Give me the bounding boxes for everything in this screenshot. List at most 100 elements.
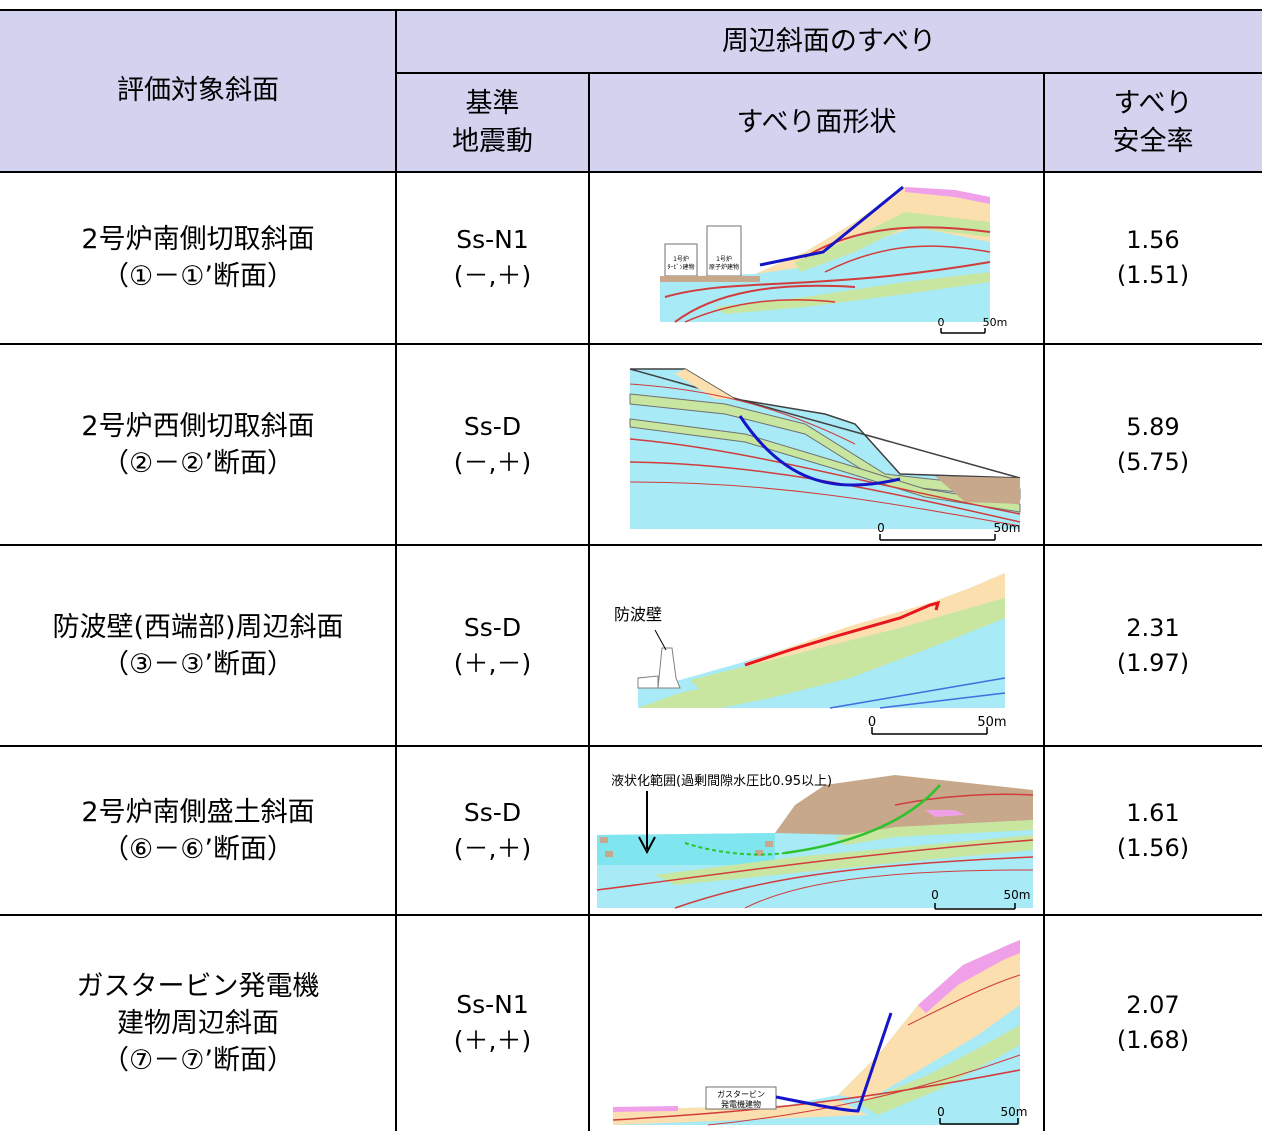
row-3-name-line1: 防波壁(西端部)周辺斜面 [52,611,344,643]
row-5-upper-soil [838,940,1020,1100]
row-5-name: ガスタービン発電機 建物周辺斜面 （⑦－⑦’断面） [0,915,396,1131]
header-group-title-label: 周辺斜面のすべり [721,25,937,57]
row-4-name: 2号炉南側盛土斜面 （⑥－⑥’断面） [0,746,396,915]
row-5-bedrock [613,940,1020,1125]
row-1-slip-surface [759,185,904,267]
row-5-slip-diagram: ガスタービン 発電機建物 0 50m [612,940,1027,1126]
row-4-motion-sign: (－,＋) [453,833,532,863]
row-2-green-layer-2 [629,418,1021,513]
row-4-fill [775,775,1033,835]
header-motion: 基準 地震動 [396,73,589,172]
row-1-motion-sign: (－,＋) [453,261,532,290]
row-1-fault-line-5 [684,299,836,323]
row-4-scale-end: 50m [1004,888,1031,902]
row-5-name-line2: 建物周辺斜面 [117,1007,279,1039]
row-5-green-layer [858,1025,1020,1115]
row-5-name-line3: （⑦－⑦’断面） [102,1044,294,1076]
row-2-factor: 5.89 (5.75) [1044,344,1262,545]
row-3-slip-diagram: 防波壁 0 50m [614,573,1007,735]
row-1-scale-end: 50m [983,316,1008,329]
row-2-fault-line-4 [629,481,1021,527]
row-1-pink-cap [905,187,990,204]
row-3-wall-leader [654,629,667,651]
row-4-fault-line-1 [596,839,1034,891]
row-3-name: 防波壁(西端部)周辺斜面 （③－③’断面） [0,545,396,746]
row-5-name-line1: ガスタービン発電機 [76,970,320,1002]
row-3-blue-line-1 [829,677,1006,709]
row-1-factor-sub: (1.51) [1116,261,1190,289]
header-target-slope-label: 評価対象斜面 [117,75,279,106]
row-4-arrow-head [638,836,656,855]
header-shape: すべり面形状 [589,73,1044,172]
row-1-fault-line-4 [824,245,991,273]
row-4-slip-surface [784,784,941,855]
row-2-motion: Ss-D (－,＋) [396,344,589,545]
row-4-fault-line-4 [894,793,1034,806]
border-top [0,9,1262,11]
row-1-motion: Ss-N1 (－,＋) [396,172,589,344]
header-factor-line1: すべり [1113,87,1193,119]
row-3-scale-end: 50m [977,715,1006,730]
row-4-scale-start: 0 [931,888,939,902]
row-1-fault-line-3 [804,226,991,258]
row-1-factor-value: 1.56 [1126,226,1180,254]
row-2-fill-block [935,476,1020,504]
row-3-wall [657,647,681,689]
border-header-split [396,72,1262,74]
header-factor: すべり 安全率 [1044,73,1262,172]
row-3-factor-value: 2.31 [1126,613,1180,642]
row-4-fill-pixel-1 [600,837,608,843]
row-5-pink-cap [918,940,1020,1013]
border-col-3 [1043,72,1045,1131]
row-2-beige-top [675,369,735,399]
header-motion-line2: 地震動 [452,125,533,157]
row-5-building-label-1: ガスタービン [717,1089,765,1099]
row-4-slip-diagram: 液状化範囲(過剰間隙水圧比0.95以上) 0 50m [596,774,1034,910]
row-4-fill-pixel-3 [755,850,763,856]
row-3-factor: 2.31 (1.97) [1044,545,1262,746]
row-3-motion-sign: (＋,－) [453,648,532,678]
row-2-surface-outline [629,368,1021,479]
row-2-bedrock [630,369,1020,529]
header-motion-line1: 基準 [465,87,520,119]
row-3-blue-line-2 [879,692,1006,709]
header-shape-label: すべり面形状 [736,106,897,138]
row-4-factor: 1.61 (1.56) [1044,746,1262,915]
row-5-factor-sub: (1.68) [1116,1026,1190,1054]
row-3-green-lower [638,680,770,708]
row-4-name-line1: 2号炉南側盛土斜面 [81,796,315,828]
border-row-1 [0,343,1262,345]
row-5-factor-value: 2.07 [1126,991,1180,1019]
row-4-name-line2: （⑥－⑥’断面） [102,833,294,865]
row-2-name-line2: （②－②’断面） [102,447,294,479]
row-5-fault-line-3 [907,974,1021,1026]
border-col-1 [395,9,397,1131]
row-5-fault-line-2 [707,1054,1021,1126]
row-5-fault-line-1 [612,1069,1021,1121]
border-col-2 [588,72,590,1131]
row-5-building-label-2: 発電機建物 [721,1099,761,1109]
row-1-motion-name: Ss-N1 [456,225,529,254]
row-4-motion: Ss-D (－,＋) [396,746,589,915]
row-4-liquefaction-label: 液状化範囲(過剰間隙水圧比0.95以上) [611,774,832,789]
row-2-motion-name: Ss-D [463,411,522,441]
row-2-name-line1: 2号炉西側切取斜面 [81,410,315,442]
border-row-3 [0,745,1262,747]
header-factor-line2: 安全率 [1112,125,1194,157]
row-4-pink-patch [925,810,965,817]
row-3-name-line2: （③－③’断面） [101,648,294,680]
row-1-label-2: ﾀｰﾋﾞﾝ建物 [667,263,694,271]
row-2-slip-surface [738,415,901,487]
row-4-liquefied-zone [597,833,775,865]
row-2-slip-diagram: 0 50m [629,368,1021,541]
row-4-fault-line-3 [744,869,1034,909]
row-1-scale-start: 0 [938,316,945,329]
border-row-4 [0,914,1262,916]
row-2-factor-sub: (5.75) [1116,447,1190,476]
row-1-label-1: 1号炉 [673,255,689,263]
row-1-factor: 1.56 (1.51) [1044,172,1262,344]
row-4-slip-dashed [684,842,786,856]
row-2-name: 2号炉西側切取斜面 （②－②’断面） [0,344,396,545]
row-3-scale-start: 0 [868,715,876,730]
